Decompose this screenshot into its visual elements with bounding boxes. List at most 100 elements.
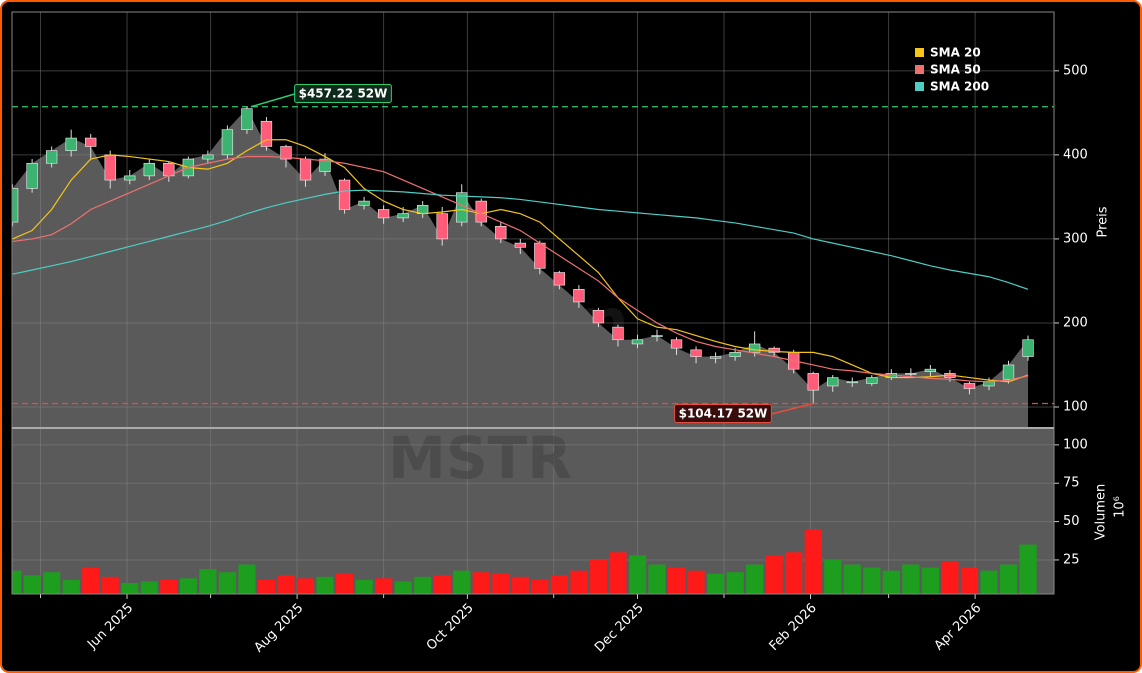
volume-bar <box>375 578 393 594</box>
y-tick-label: 500 <box>1063 63 1088 78</box>
volume-bar <box>62 579 80 594</box>
plot-frame <box>11 11 1055 595</box>
candle-body <box>905 373 917 375</box>
y-tick-label: 100 <box>1063 399 1088 414</box>
y-tick-label: 75 <box>1063 476 1080 491</box>
candle-body <box>827 377 839 387</box>
volume-bar <box>199 569 217 594</box>
volume-bar <box>882 570 900 594</box>
candle-body <box>358 200 370 206</box>
candle-body <box>1022 339 1034 357</box>
volume-bar <box>687 570 705 594</box>
candle-body <box>319 158 331 172</box>
volume-bar <box>589 559 608 594</box>
watermark: MSTR <box>388 424 572 492</box>
candle-body <box>573 289 585 303</box>
volume-bar <box>785 552 803 594</box>
volume-bar <box>335 573 354 594</box>
candle-body <box>299 158 312 181</box>
volume-bar <box>121 582 139 594</box>
annotation-box <box>294 84 392 103</box>
volume-bar <box>550 575 568 594</box>
volume-bar <box>355 579 373 594</box>
y-tick-label: 50 <box>1063 514 1080 529</box>
volume-bar <box>160 579 178 594</box>
candle-body <box>983 381 995 387</box>
candle-body <box>104 154 116 181</box>
candle-body <box>729 352 741 357</box>
candle-body <box>709 356 722 359</box>
candle-body <box>866 377 878 384</box>
price-area <box>12 108 1029 428</box>
y-tick-label: 100 <box>1063 437 1088 452</box>
candle-body <box>436 213 448 240</box>
y-axis-label: Preis <box>1096 206 1111 237</box>
volume-bar <box>765 555 783 594</box>
volume-bar <box>394 581 412 594</box>
y-axis-multiplier: 10⁶ <box>1113 496 1128 518</box>
volume-bar <box>921 567 939 594</box>
volume-bar <box>453 570 471 594</box>
volume-bar <box>257 579 276 594</box>
volume-bar <box>511 576 529 594</box>
volume-bar <box>433 575 451 594</box>
volume-bar <box>472 572 490 594</box>
volume-panel <box>12 428 1054 594</box>
candle-body <box>612 326 624 341</box>
volume-bar <box>648 564 666 594</box>
annotation-arrow <box>250 93 295 108</box>
volume-bar <box>12 570 22 594</box>
legend-swatch <box>915 82 924 91</box>
candle-body <box>338 179 351 210</box>
volume-bar <box>23 575 41 594</box>
candle-body <box>260 120 273 147</box>
volume-bar <box>531 579 549 594</box>
sma-line <box>12 155 1029 383</box>
volume-bar <box>179 578 197 594</box>
volume-bar <box>667 567 686 594</box>
volume-bar <box>980 570 998 594</box>
volume-bar <box>101 576 119 594</box>
volume-bar <box>296 578 315 594</box>
legend-label: SMA 200 <box>930 80 989 94</box>
volume-bar <box>1019 544 1037 594</box>
candle-body <box>12 188 19 223</box>
volume-bar <box>726 572 744 594</box>
volume-bar <box>941 561 959 594</box>
volume-bar <box>863 567 881 594</box>
volume-bar <box>843 564 861 594</box>
candle-body <box>670 339 683 349</box>
candle-body <box>1002 364 1015 380</box>
candle-body <box>690 349 702 357</box>
legend-label: SMA 50 <box>930 63 981 77</box>
legend-swatch <box>915 65 924 74</box>
candle-body <box>85 137 97 147</box>
legend-label: SMA 20 <box>930 46 981 60</box>
candle-body <box>514 242 526 248</box>
annotation-arrow <box>771 402 814 415</box>
y-tick-label: 300 <box>1063 231 1088 246</box>
legend-swatch <box>915 48 924 57</box>
candle-body <box>963 383 976 389</box>
volume-bar <box>706 573 725 594</box>
volume-bar <box>902 564 920 594</box>
annotation: $104.17 52W <box>679 407 768 421</box>
volume-bar <box>316 576 334 594</box>
volume-bar <box>218 572 236 594</box>
volume-bar <box>746 564 764 594</box>
volume-bar <box>960 567 979 594</box>
candle-body <box>45 150 58 164</box>
candle-body <box>202 154 214 160</box>
volume-bar <box>628 555 647 594</box>
candle-body <box>553 272 566 286</box>
volume-bar <box>492 573 510 594</box>
candle-body <box>280 146 292 160</box>
candle-body <box>26 162 38 189</box>
candle-body <box>65 137 77 151</box>
y-tick-label: 400 <box>1063 147 1088 162</box>
candle-body <box>495 226 507 240</box>
candle-body <box>124 175 136 181</box>
candle-body <box>768 347 780 353</box>
volume-bar <box>414 576 432 594</box>
